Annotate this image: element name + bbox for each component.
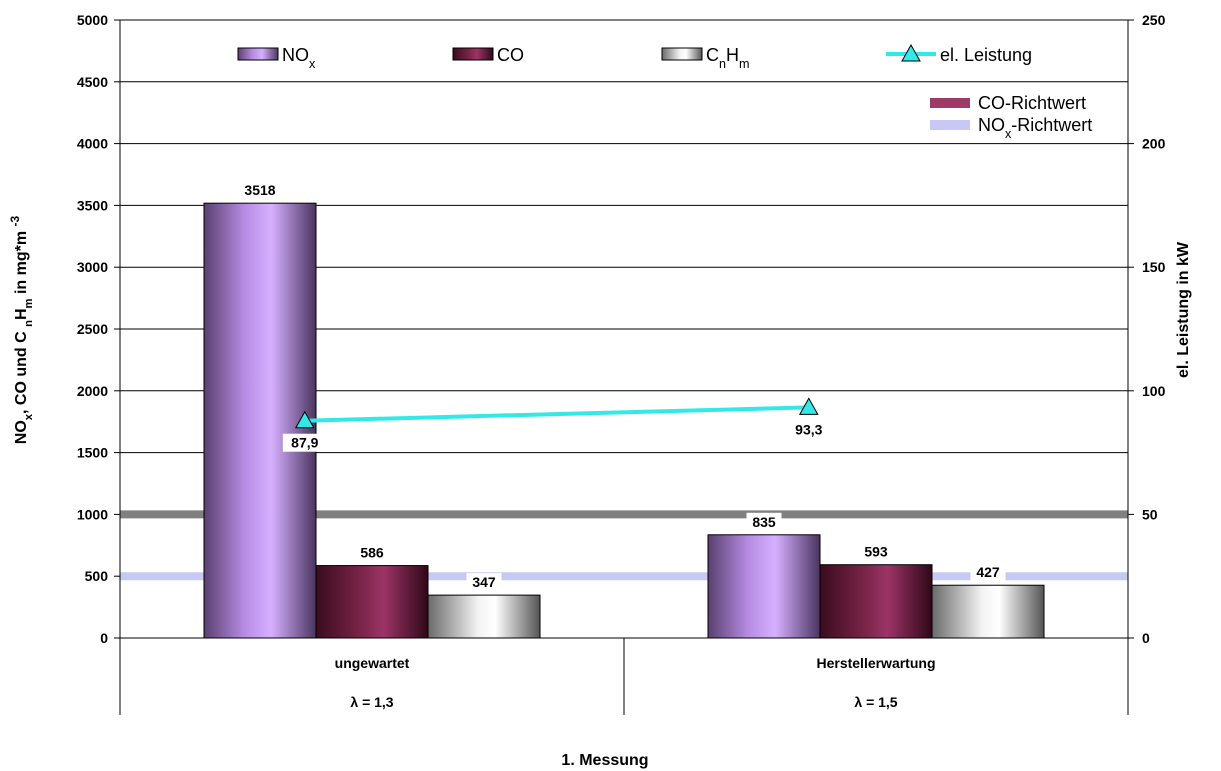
legend-swatch: [930, 98, 970, 108]
data-label-bg: [354, 543, 390, 562]
co-data-label: 586: [360, 545, 384, 561]
data-label-bg: [786, 420, 831, 439]
category-label: Herstellerwartung: [816, 655, 935, 671]
co-bar: [819, 564, 933, 639]
legend-label: NOx: [282, 45, 316, 71]
legend-cnhm: CnHm: [661, 45, 750, 71]
cnhm-bar: [427, 594, 541, 639]
y-tick-label: 1500: [77, 445, 108, 461]
legend-co-ref: CO-Richtwert: [930, 93, 1086, 113]
data-label-bg: [238, 181, 282, 200]
cnhm-data-label: 347: [472, 574, 496, 590]
y-tick-label: 1000: [77, 506, 108, 522]
cnhm-data-label: 427: [976, 564, 1000, 580]
y-axis-title: NOx, CO und C nHm in mg*m -3: [8, 215, 35, 444]
category-label: ungewartet: [335, 655, 410, 671]
legend-co: CO: [452, 45, 524, 65]
legend-marker-swatch: [901, 43, 921, 62]
y2-tick-label: 150: [1142, 259, 1166, 275]
legend-swatch: [930, 120, 970, 130]
y-tick-label: 5000: [77, 12, 108, 28]
legend-label: el. Leistung: [940, 45, 1032, 65]
data-label-bg: [970, 563, 1006, 582]
legend-swatch: [452, 47, 494, 61]
y-tick-label: 3000: [77, 259, 108, 275]
nox-bar: [203, 202, 317, 639]
data-label-bg: [858, 542, 894, 561]
cnhm-bar: [931, 584, 1045, 639]
y2-tick-label: 100: [1142, 383, 1166, 399]
power-data-label: 93,3: [795, 421, 822, 437]
legend-label: CnHm: [706, 45, 750, 71]
legend-label: CO: [497, 45, 524, 65]
legend-power: el. Leistung: [886, 43, 1032, 65]
y-tick-label: 3500: [77, 197, 108, 213]
y-tick-label: 4000: [77, 136, 108, 152]
x-axis-title: 1. Messung: [561, 752, 648, 769]
y2-axis-title: el. Leistung in kW: [1175, 241, 1192, 378]
y2-tick-label: 200: [1142, 136, 1166, 152]
legend-label: CO-Richtwert: [978, 93, 1086, 113]
nox-data-label: 835: [752, 514, 776, 530]
legend-label: NOx-Richtwert: [978, 115, 1092, 141]
y2-tick-label: 0: [1142, 630, 1150, 646]
power-line: [304, 405, 809, 423]
power-data-label: 87,9: [291, 435, 318, 451]
data-label-bg: [466, 573, 502, 592]
co-bar: [315, 565, 429, 639]
category-sublabel: λ = 1,5: [854, 694, 897, 710]
y-tick-label: 500: [85, 568, 109, 584]
data-label-bg: [282, 433, 327, 452]
y-tick-label: 0: [100, 630, 108, 646]
data-label-bg: [746, 512, 782, 531]
legend-nox: NOx: [237, 45, 316, 71]
legend-nox-ref: NOx-Richtwert: [930, 115, 1092, 141]
nox-data-label: 3518: [244, 182, 275, 198]
power-marker: [294, 410, 315, 429]
power-marker: [798, 397, 819, 415]
co-data-label: 593: [864, 544, 888, 560]
y-tick-label: 4500: [77, 74, 108, 90]
y-tick-label: 2500: [77, 321, 108, 337]
legend-swatch: [237, 47, 279, 61]
nox-bar: [707, 534, 821, 639]
y2-tick-label: 250: [1142, 12, 1166, 28]
legend-swatch: [661, 47, 703, 61]
y2-tick-label: 50: [1142, 506, 1158, 522]
y-tick-label: 2000: [77, 383, 108, 399]
category-sublabel: λ = 1,3: [350, 694, 393, 710]
